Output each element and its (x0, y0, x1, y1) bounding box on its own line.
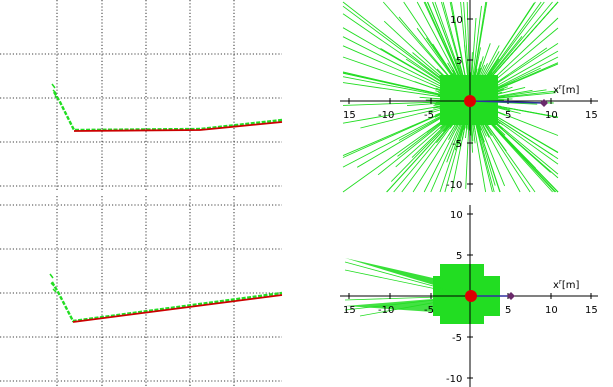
top-right-target-marker (540, 99, 548, 107)
top-right-axis-label-sup: r (559, 83, 562, 91)
top-left-green-trajectory (52, 91, 283, 132)
top-left-map (0, 0, 283, 190)
bottom-right-ytick: -10 (446, 374, 462, 385)
top-right-xtick: 10 (545, 110, 558, 121)
top-left-red-path (73, 121, 283, 132)
bottom-right-axis-label-x: x (553, 280, 559, 291)
top-right-xtick: 15 (585, 110, 598, 121)
bottom-right-scan-box-top (440, 264, 484, 278)
bottom-right-ytick: 5 (456, 251, 462, 262)
bottom-right-axis-label: xr[m] (553, 278, 579, 291)
bottom-right-scan: 15 -10 -5 5 10 15 10 5 -5 -10 xr[m] (340, 205, 598, 387)
bottom-left-map (0, 196, 283, 387)
bottom-left-grid (0, 196, 282, 387)
top-right-robot-dot (464, 95, 476, 107)
bottom-right-xtick: 15 (585, 305, 598, 316)
bottom-right-xtick: -10 (378, 305, 394, 316)
top-right-axis-label: xr[m] (553, 83, 579, 96)
top-right-xtick: -10 (378, 110, 394, 121)
top-right-xtick: -5 (424, 110, 434, 121)
top-right-ytick: -5 (452, 139, 462, 150)
top-right-axis-label-x: x (553, 85, 559, 96)
bottom-right-ytick: -5 (452, 333, 462, 344)
bottom-left-red-path (72, 294, 283, 323)
bottom-right-scan-lines (344, 261, 471, 317)
bottom-right-target-marker (507, 292, 515, 300)
bottom-left-start-marks (49, 273, 57, 293)
bottom-right-xtick: 10 (545, 305, 558, 316)
top-right-xtick: 15 (343, 110, 356, 121)
bottom-right-xtick: -5 (424, 305, 434, 316)
top-right-xtick: 5 (505, 110, 511, 121)
top-left-start-marks (51, 83, 59, 100)
top-right-ytick: -10 (446, 180, 462, 191)
bottom-right-scan-rays (344, 258, 500, 324)
top-right-ytick: 5 (456, 56, 462, 67)
bottom-left-green-trajectory (50, 281, 283, 323)
top-right-ytick: 10 (450, 15, 463, 26)
bottom-right-xtick: 5 (505, 305, 511, 316)
bottom-right-axis-label-sup: r (559, 278, 562, 286)
top-right-axis-label-unit: [m] (562, 85, 580, 96)
bottom-right-xtick: 15 (343, 305, 356, 316)
bottom-right-robot-dot (465, 290, 477, 302)
top-right-target-line (469, 100, 545, 104)
bottom-right-scan-box-bottom (440, 314, 484, 324)
top-right-scan-rays (342, 1, 559, 193)
top-left-grid (0, 0, 282, 190)
bottom-right-axis-label-unit: [m] (562, 280, 580, 291)
top-right-scan: 15 -10 -5 5 10 15 10 5 -5 -10 xr[m] (340, 0, 598, 193)
bottom-right-ytick: 10 (450, 210, 463, 221)
